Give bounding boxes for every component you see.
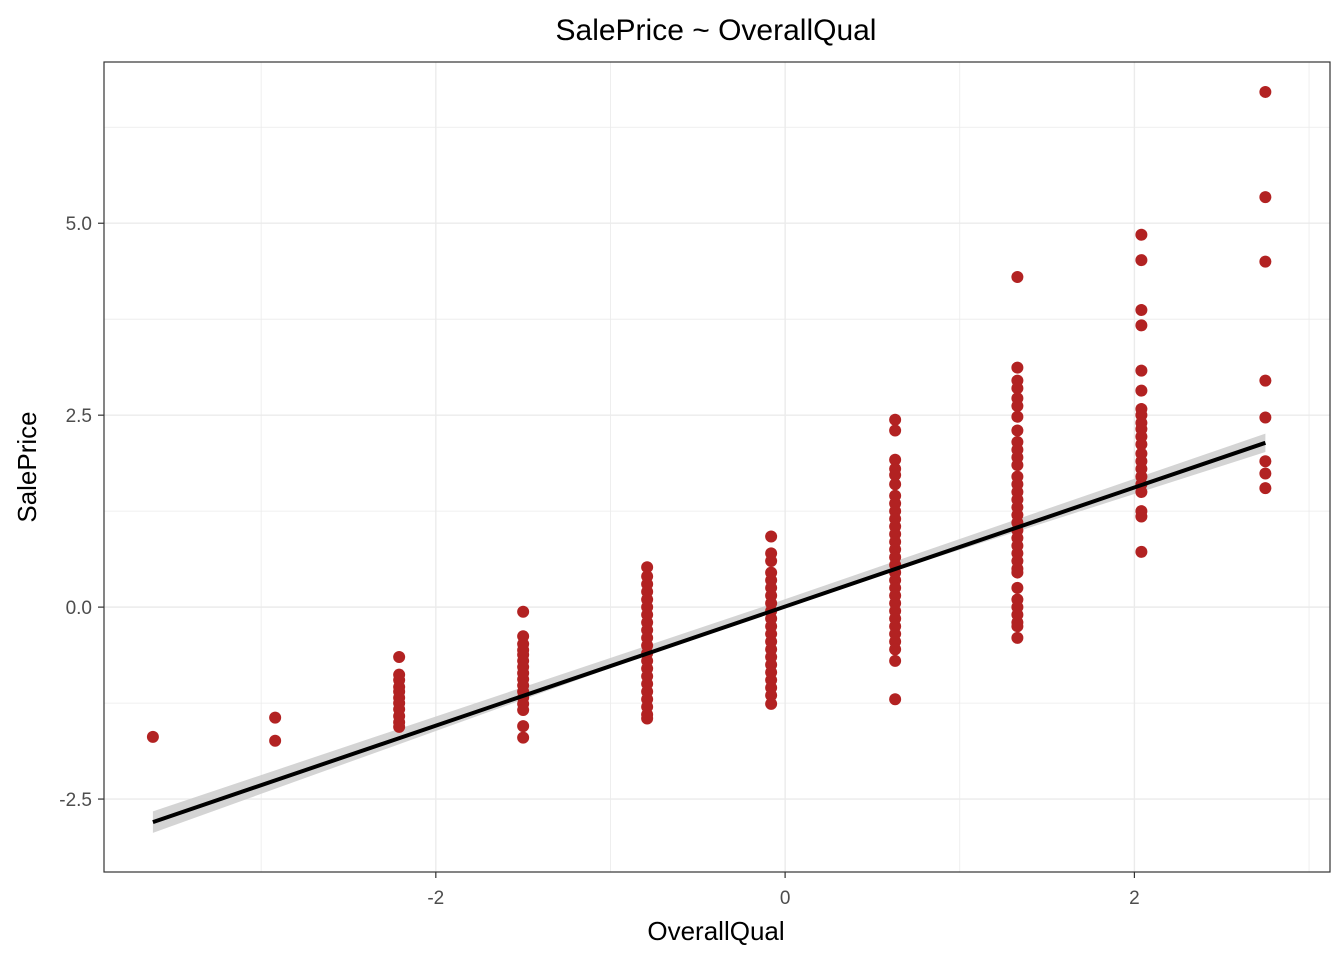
y-tick-label: 5.0: [66, 214, 92, 235]
x-tick-label: 0: [780, 888, 791, 909]
x-axis-title: OverallQual: [647, 916, 784, 946]
fit-line-layer: [152, 440, 1267, 824]
data-point: [889, 693, 902, 706]
data-point: [1011, 399, 1024, 412]
data-point: [1259, 85, 1272, 98]
data-point: [1011, 631, 1024, 644]
data-point: [1011, 620, 1024, 633]
data-point: [1011, 566, 1024, 579]
data-point: [1011, 424, 1024, 437]
data-point: [1011, 410, 1024, 423]
y-tick-label: -2.5: [59, 790, 92, 811]
x-tick-label: -2: [427, 888, 444, 909]
data-point: [1135, 384, 1148, 397]
data-point: [1259, 191, 1272, 204]
data-point: [889, 453, 902, 466]
data-point: [1259, 374, 1272, 387]
axes: -2 0 2 -2.5 0.0 2.5 5.0: [59, 214, 1139, 909]
data-point: [889, 469, 902, 482]
data-point: [765, 530, 778, 543]
data-point: [1135, 438, 1148, 451]
data-point: [641, 712, 654, 725]
data-point: [889, 413, 902, 426]
confidence-band-layer: [152, 433, 1266, 833]
data-point: [1259, 467, 1272, 480]
data-point: [517, 704, 530, 716]
data-point: [1259, 255, 1272, 268]
data-point: [641, 561, 654, 574]
data-point: [517, 720, 530, 733]
data-point: [765, 555, 778, 568]
data-point: [1135, 545, 1148, 558]
data-point: [393, 720, 406, 733]
panel-border: [103, 61, 1331, 873]
data-point: [1259, 455, 1272, 468]
data-point: [889, 478, 902, 491]
data-point: [1011, 361, 1024, 374]
data-point: [269, 711, 282, 724]
data-point: [889, 643, 902, 656]
data-point: [517, 605, 530, 618]
points-layer: [146, 85, 1272, 747]
confidence-band: [152, 433, 1266, 833]
data-point: [1135, 319, 1148, 332]
data-point: [393, 651, 406, 664]
data-point: [1135, 254, 1148, 267]
data-point: [1135, 510, 1148, 523]
x-tick-label: 2: [1129, 888, 1140, 909]
data-point: [269, 734, 282, 747]
data-point: [765, 689, 778, 702]
data-point: [1135, 303, 1148, 316]
data-point: [1011, 581, 1024, 594]
data-point: [1135, 228, 1148, 241]
y-axis-title: SalePrice: [12, 411, 42, 522]
data-point: [1259, 482, 1272, 495]
regression-line: [152, 440, 1267, 824]
y-tick-label: 0.0: [66, 598, 92, 619]
data-point: [146, 730, 159, 743]
data-point: [517, 731, 530, 744]
data-point: [1011, 459, 1024, 472]
data-point: [1259, 411, 1272, 424]
data-point: [889, 424, 902, 437]
data-point: [1011, 382, 1024, 395]
data-point: [765, 697, 778, 710]
data-point: [1135, 485, 1148, 498]
data-point: [1135, 364, 1148, 377]
grid: [104, 62, 1330, 872]
y-tick-label: 2.5: [66, 406, 92, 427]
chart-title: SalePrice ~ OverallQual: [556, 14, 877, 47]
data-point: [1011, 270, 1024, 283]
data-point: [889, 654, 902, 667]
